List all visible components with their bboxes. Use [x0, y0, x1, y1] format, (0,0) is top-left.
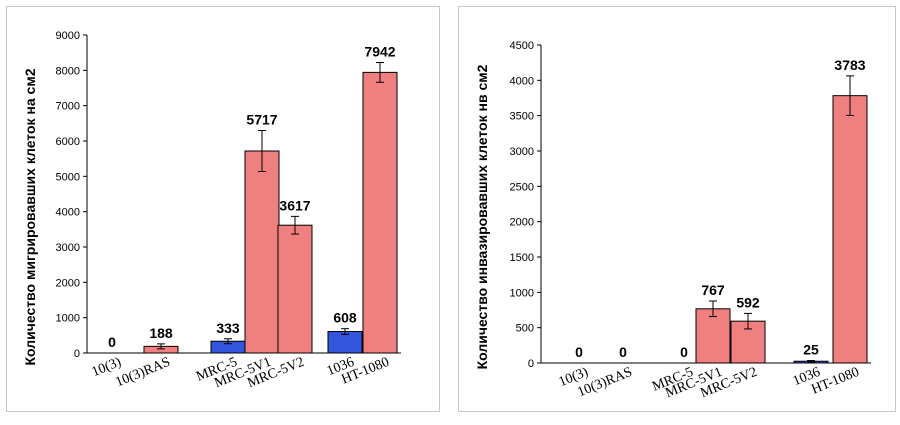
- y-tick-label: 5000: [56, 171, 80, 183]
- y-tick-label: 2000: [510, 217, 534, 229]
- data-label: 333: [216, 320, 240, 336]
- y-tick-label: 4000: [56, 207, 80, 219]
- data-label: 592: [736, 294, 760, 310]
- data-label: 7942: [364, 43, 395, 59]
- y-tick-label: 2500: [510, 181, 534, 193]
- data-label: 0: [108, 334, 116, 350]
- data-label: 608: [333, 310, 357, 326]
- data-label: 0: [680, 344, 688, 360]
- data-label: 0: [575, 344, 583, 360]
- y-tick-label: 0: [74, 348, 80, 360]
- bar: [832, 95, 868, 364]
- invasion-bar-chart: Количество инвазировавших клеток нв см2 …: [474, 40, 871, 401]
- y-tick-label: 3000: [510, 146, 534, 158]
- y-tick-label: 3000: [56, 242, 80, 254]
- y-tick-label: 1000: [510, 287, 534, 299]
- bar: [362, 71, 398, 354]
- y-tick-label: 4500: [510, 40, 534, 52]
- y-tick-label: 2000: [56, 277, 80, 289]
- y-tick-label: 7000: [56, 101, 80, 113]
- y-tick-label: 9000: [56, 30, 80, 42]
- y-tick-label: 500: [516, 323, 534, 335]
- data-label: 25: [803, 342, 819, 358]
- data-label: 3617: [279, 197, 310, 213]
- data-label: 5717: [246, 112, 277, 128]
- data-label: 767: [701, 282, 725, 298]
- chart-panel-migration: Количество мигрировавших клеток на см2 0…: [6, 6, 440, 412]
- y-tick-label: 8000: [56, 65, 80, 77]
- y-axis-title: Количество инвазировавших клеток нв см2: [474, 64, 490, 369]
- category-label: 10(3)RAS: [114, 355, 173, 390]
- y-tick-label: 0: [528, 358, 534, 370]
- data-label: 3783: [834, 57, 865, 73]
- chart-panel-invasion: Количество инвазировавших клеток нв см2 …: [458, 6, 896, 412]
- data-label: 188: [149, 325, 173, 341]
- bar: [244, 150, 280, 354]
- y-tick-label: 1000: [56, 313, 80, 325]
- y-axis-title: Количество мигрировавших клеток на см2: [22, 68, 38, 365]
- y-tick-label: 6000: [56, 136, 80, 148]
- migration-bar-chart: Количество мигрировавших клеток на см2 0…: [22, 30, 401, 391]
- bar: [277, 224, 313, 354]
- y-tick-label: 3500: [510, 111, 534, 123]
- y-tick-label: 1500: [510, 252, 534, 264]
- y-tick-label: 4000: [510, 75, 534, 87]
- data-label: 0: [619, 344, 627, 360]
